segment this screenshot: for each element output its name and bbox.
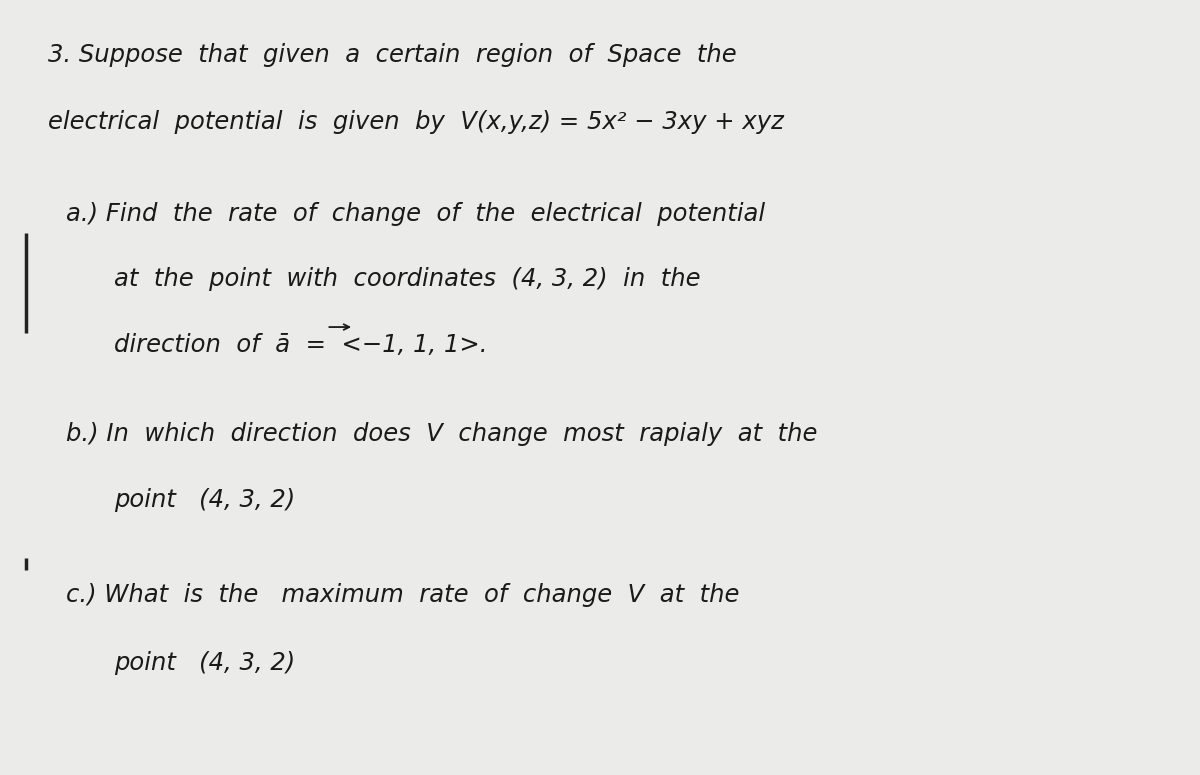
- Text: 3. Suppose  that  given  a  certain  region  of  Space  the: 3. Suppose that given a certain region o…: [48, 43, 737, 67]
- Text: a.) Find  the  rate  of  change  of  the  electrical  potential: a.) Find the rate of change of the elect…: [66, 202, 766, 226]
- Text: electrical  potential  is  given  by  V(x,y,z) = 5x² − 3xy + xyz: electrical potential is given by V(x,y,z…: [48, 110, 784, 134]
- Text: at  the  point  with  coordinates  (4, 3, 2)  in  the: at the point with coordinates (4, 3, 2) …: [114, 267, 701, 291]
- Text: direction  of  ā  =  <−1, 1, 1>.: direction of ā = <−1, 1, 1>.: [114, 333, 487, 357]
- Text: point   (4, 3, 2): point (4, 3, 2): [114, 488, 295, 512]
- Text: c.) What  is  the   maximum  rate  of  change  V  at  the: c.) What is the maximum rate of change V…: [66, 583, 739, 607]
- Text: point   (4, 3, 2): point (4, 3, 2): [114, 651, 295, 675]
- Text: b.) In  which  direction  does  V  change  most  rapialy  at  the: b.) In which direction does V change mos…: [66, 422, 817, 446]
